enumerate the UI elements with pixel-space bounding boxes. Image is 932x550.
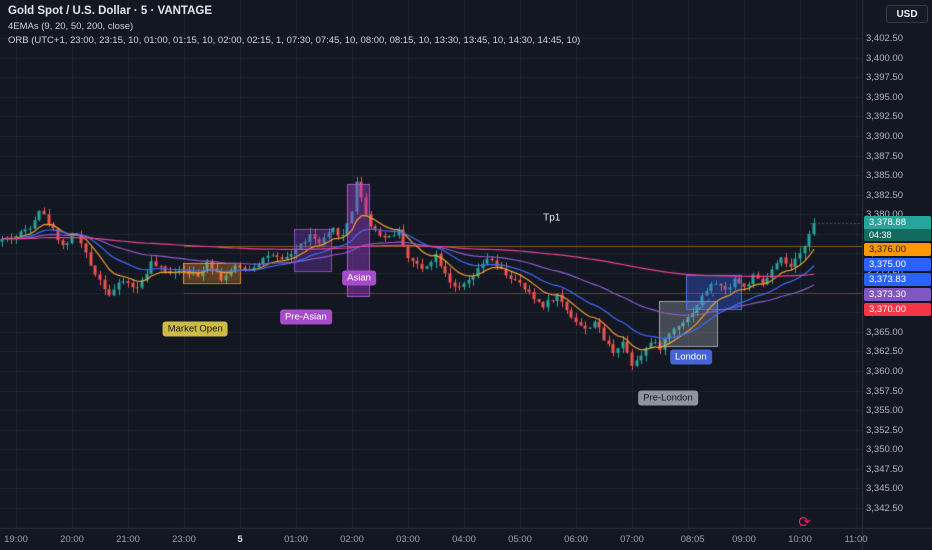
time-axis-label: 03:00 xyxy=(396,534,420,545)
time-axis-label: 08:05 xyxy=(680,534,705,545)
price-axis-label: 3,342.50 xyxy=(866,503,903,514)
market-open-label: Market Open xyxy=(162,321,228,337)
tp1-annotation: Tp1 xyxy=(543,212,561,224)
time-axis-label: 01:00 xyxy=(284,534,308,545)
price-tag: 3,373.30 xyxy=(864,288,931,302)
price-axis-label: 3,382.50 xyxy=(866,189,903,201)
price-axis-label: 3,397.50 xyxy=(866,72,903,84)
price-axis-label: 3,350.00 xyxy=(866,444,903,456)
time-axis-label: 21:00 xyxy=(116,534,140,545)
time-axis-label: 19:00 xyxy=(4,534,28,545)
time-axis-label: 02:00 xyxy=(340,534,364,545)
price-axis-label: 3,400.00 xyxy=(866,52,903,64)
price-axis-label: 3,360.00 xyxy=(866,365,903,377)
price-axis-label: 3,385.00 xyxy=(866,170,903,182)
price-tag: 3,375.00 xyxy=(864,258,931,272)
price-axis-label: 3,352.50 xyxy=(866,424,903,436)
time-axis-label: 07:00 xyxy=(620,534,644,545)
price-axis-label: 3,365.00 xyxy=(866,326,903,338)
pre-london-label: Pre-London xyxy=(638,390,698,406)
chart-legend: Gold Spot / U.S. Dollar · 5 · VANTAGE 4E… xyxy=(8,5,580,48)
time-axis-label: 09:00 xyxy=(732,534,756,545)
time-axis-label: 10:00 xyxy=(788,534,812,545)
price-axis-label: 3,347.50 xyxy=(866,463,903,475)
price-axis-label: 3,395.00 xyxy=(866,91,903,103)
london-label: London xyxy=(669,349,712,365)
asian-label: Asian xyxy=(342,270,376,286)
price-tag: 3,378.88 04:38 xyxy=(864,216,931,242)
session-countdown-icon[interactable]: ⟳ xyxy=(798,514,811,531)
currency-button[interactable]: USD xyxy=(886,5,928,23)
price-axis-label: 3,392.50 xyxy=(866,111,903,123)
symbol-title[interactable]: Gold Spot / U.S. Dollar · 5 · VANTAGE xyxy=(8,5,213,17)
bar-countdown: 04:38 xyxy=(864,229,931,242)
price-axis-label: 3,355.00 xyxy=(866,405,903,417)
pre-asian-label: Pre-Asian xyxy=(279,309,332,325)
time-axis-label: 06:00 xyxy=(564,534,588,545)
price-tag: 3,376.00 xyxy=(864,243,931,257)
time-axis-label: 04:00 xyxy=(452,534,476,545)
price-axis-label: 3,402.50 xyxy=(866,33,903,44)
indicator-4emas[interactable]: 4EMAs (9, 20, 50, 200, close) xyxy=(8,21,134,32)
price-tag: 3,373.83 xyxy=(864,273,931,287)
time-axis-label: 20:00 xyxy=(60,534,84,545)
time-axis-label: 11:00 xyxy=(844,534,868,545)
price-axis-label: 3,345.00 xyxy=(866,483,903,495)
indicator-orb[interactable]: ORB (UTC+1, 23:00, 23:15, 10, 01:00, 01:… xyxy=(8,35,581,46)
price-axis-label: 3,380.00 xyxy=(866,209,903,221)
time-axis-label: 05:00 xyxy=(508,534,532,545)
price-axis-label: 3,362.50 xyxy=(866,346,903,358)
price-axis-label: 3,357.50 xyxy=(866,385,903,397)
time-axis-label: 23:00 xyxy=(172,534,196,545)
price-tag: 3,370.00 xyxy=(864,303,931,317)
date-axis-label: 5 xyxy=(237,534,243,545)
price-axis-label: 3,387.50 xyxy=(866,150,903,162)
price-axis-label: 3,390.00 xyxy=(866,130,903,142)
